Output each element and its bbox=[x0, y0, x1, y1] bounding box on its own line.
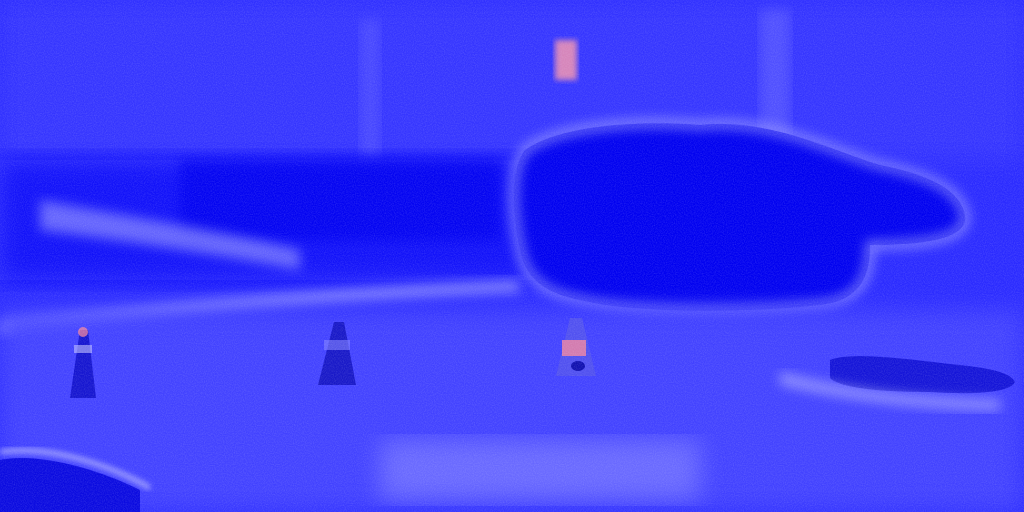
grain-overlay bbox=[0, 0, 1024, 512]
scene-canvas bbox=[0, 0, 1024, 512]
heatmap-scene bbox=[0, 0, 1024, 512]
